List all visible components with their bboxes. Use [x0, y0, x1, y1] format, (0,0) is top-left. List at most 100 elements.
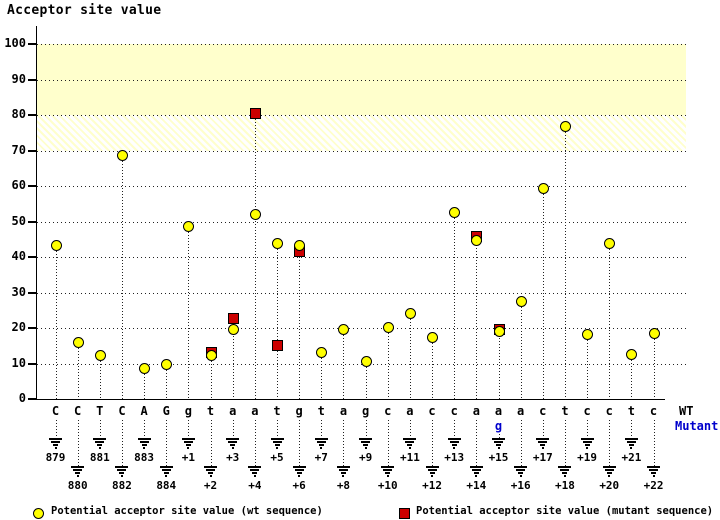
stem-line — [210, 352, 212, 399]
stem-line — [476, 236, 478, 399]
y-tick-label: 90 — [11, 71, 26, 86]
seq-letter: t — [627, 404, 635, 418]
ground-stem-line — [55, 420, 57, 438]
pos-label: +17 — [532, 451, 553, 464]
y-gridline — [37, 328, 686, 329]
pos-label: +16 — [510, 479, 531, 492]
y-gridline — [37, 115, 686, 116]
ground-stem-line — [277, 420, 278, 438]
ground-icon-bar — [449, 441, 459, 443]
ground-icon-bar — [408, 447, 411, 449]
y-gridline — [37, 221, 686, 223]
seq-letter: C — [51, 404, 60, 418]
seq-letter: c — [450, 404, 458, 418]
pos-label: 882 — [112, 479, 132, 492]
wt-point — [316, 346, 328, 358]
seq-letter: c — [384, 404, 392, 418]
ground-stem-line — [210, 420, 212, 466]
ground-icon-bar — [469, 466, 483, 468]
ground-icon-bar — [71, 466, 85, 468]
ground-icon-bar — [320, 447, 323, 449]
wt-point — [94, 349, 106, 361]
ground-icon-bar — [336, 466, 350, 468]
seq-letter: G — [162, 404, 170, 418]
stem-line — [653, 333, 655, 399]
ground-icon — [602, 466, 616, 478]
mutant-sequence-row-label: Mutant — [675, 419, 719, 433]
ground-icon-bar — [230, 444, 236, 446]
ground-stem-line — [498, 434, 500, 438]
wt-point — [294, 239, 306, 251]
ground-icon-bar — [316, 441, 326, 443]
stem-line — [343, 329, 345, 399]
ground-icon — [181, 438, 195, 450]
y-gridline — [37, 44, 686, 45]
ground-icon-bar — [536, 438, 550, 440]
ground-icon — [226, 438, 240, 450]
ground-icon-bar — [475, 475, 478, 477]
wt-point — [493, 325, 505, 337]
stem-line — [77, 342, 79, 399]
ground-icon-bar — [272, 441, 282, 443]
y-tick — [28, 256, 36, 258]
seq-letter: A — [140, 404, 148, 418]
ground-icon-bar — [652, 475, 655, 477]
ground-icon-bar — [496, 444, 501, 446]
stem-line — [542, 187, 544, 399]
ground-icon-bar — [296, 472, 302, 474]
ground-icon-bar — [270, 438, 284, 440]
y-tick-label: 10 — [11, 355, 26, 370]
ground-icon-bar — [364, 447, 367, 449]
stem-line — [609, 243, 611, 399]
ground-stem-line — [587, 420, 589, 438]
ground-icon — [49, 438, 63, 450]
pos-label: 884 — [156, 479, 177, 492]
seq-letter: c — [428, 404, 436, 418]
stem-line — [520, 300, 522, 399]
ground-icon-bar — [95, 441, 105, 443]
ground-icon-bar — [206, 469, 216, 471]
stem-line — [166, 363, 168, 399]
pos-label: +8 — [336, 479, 351, 492]
y-tick — [28, 327, 36, 329]
wt-point — [582, 329, 594, 341]
ground-icon — [536, 438, 550, 450]
ground-icon — [403, 438, 417, 450]
ground-stem-line — [520, 420, 522, 466]
ground-icon-bar — [492, 438, 505, 440]
ground-icon-bar — [208, 472, 214, 474]
ground-icon-bar — [228, 441, 238, 443]
ground-icon-bar — [51, 441, 60, 443]
ground-icon — [359, 438, 373, 450]
seq-letter: c — [649, 404, 658, 418]
ground-icon-bar — [53, 444, 58, 446]
ground-icon-bar — [473, 472, 479, 474]
ground-icon — [336, 466, 350, 478]
ground-icon-bar — [586, 447, 589, 449]
ground-icon-bar — [181, 438, 195, 440]
stem-line — [409, 312, 411, 399]
mutant-point — [227, 313, 239, 325]
wt-point — [116, 150, 128, 162]
stem-line — [232, 318, 234, 399]
pos-label: 883 — [134, 451, 155, 464]
ground-stem-line — [254, 420, 256, 466]
wt-point — [537, 182, 549, 194]
shaded-band-70-80 — [37, 115, 686, 151]
stem-line — [99, 354, 101, 399]
ground-icon-bar — [403, 438, 417, 440]
ground-icon — [558, 466, 572, 478]
ground-icon-bar — [558, 466, 572, 468]
wt-point — [183, 221, 195, 233]
seq-letter: c — [583, 404, 591, 418]
pos-label: +13 — [444, 451, 465, 464]
ground-icon-bar — [73, 469, 83, 471]
ground-icon-bar — [497, 447, 500, 449]
stem-line — [365, 361, 367, 399]
ground-icon-bar — [314, 438, 328, 440]
ground-stem-line — [454, 420, 456, 438]
ground-stem-line — [321, 420, 323, 438]
stem-line — [387, 327, 389, 399]
ground-icon-bar — [76, 475, 79, 477]
legend-wt-label: Potential acceptor site value (wt sequen… — [51, 505, 323, 517]
